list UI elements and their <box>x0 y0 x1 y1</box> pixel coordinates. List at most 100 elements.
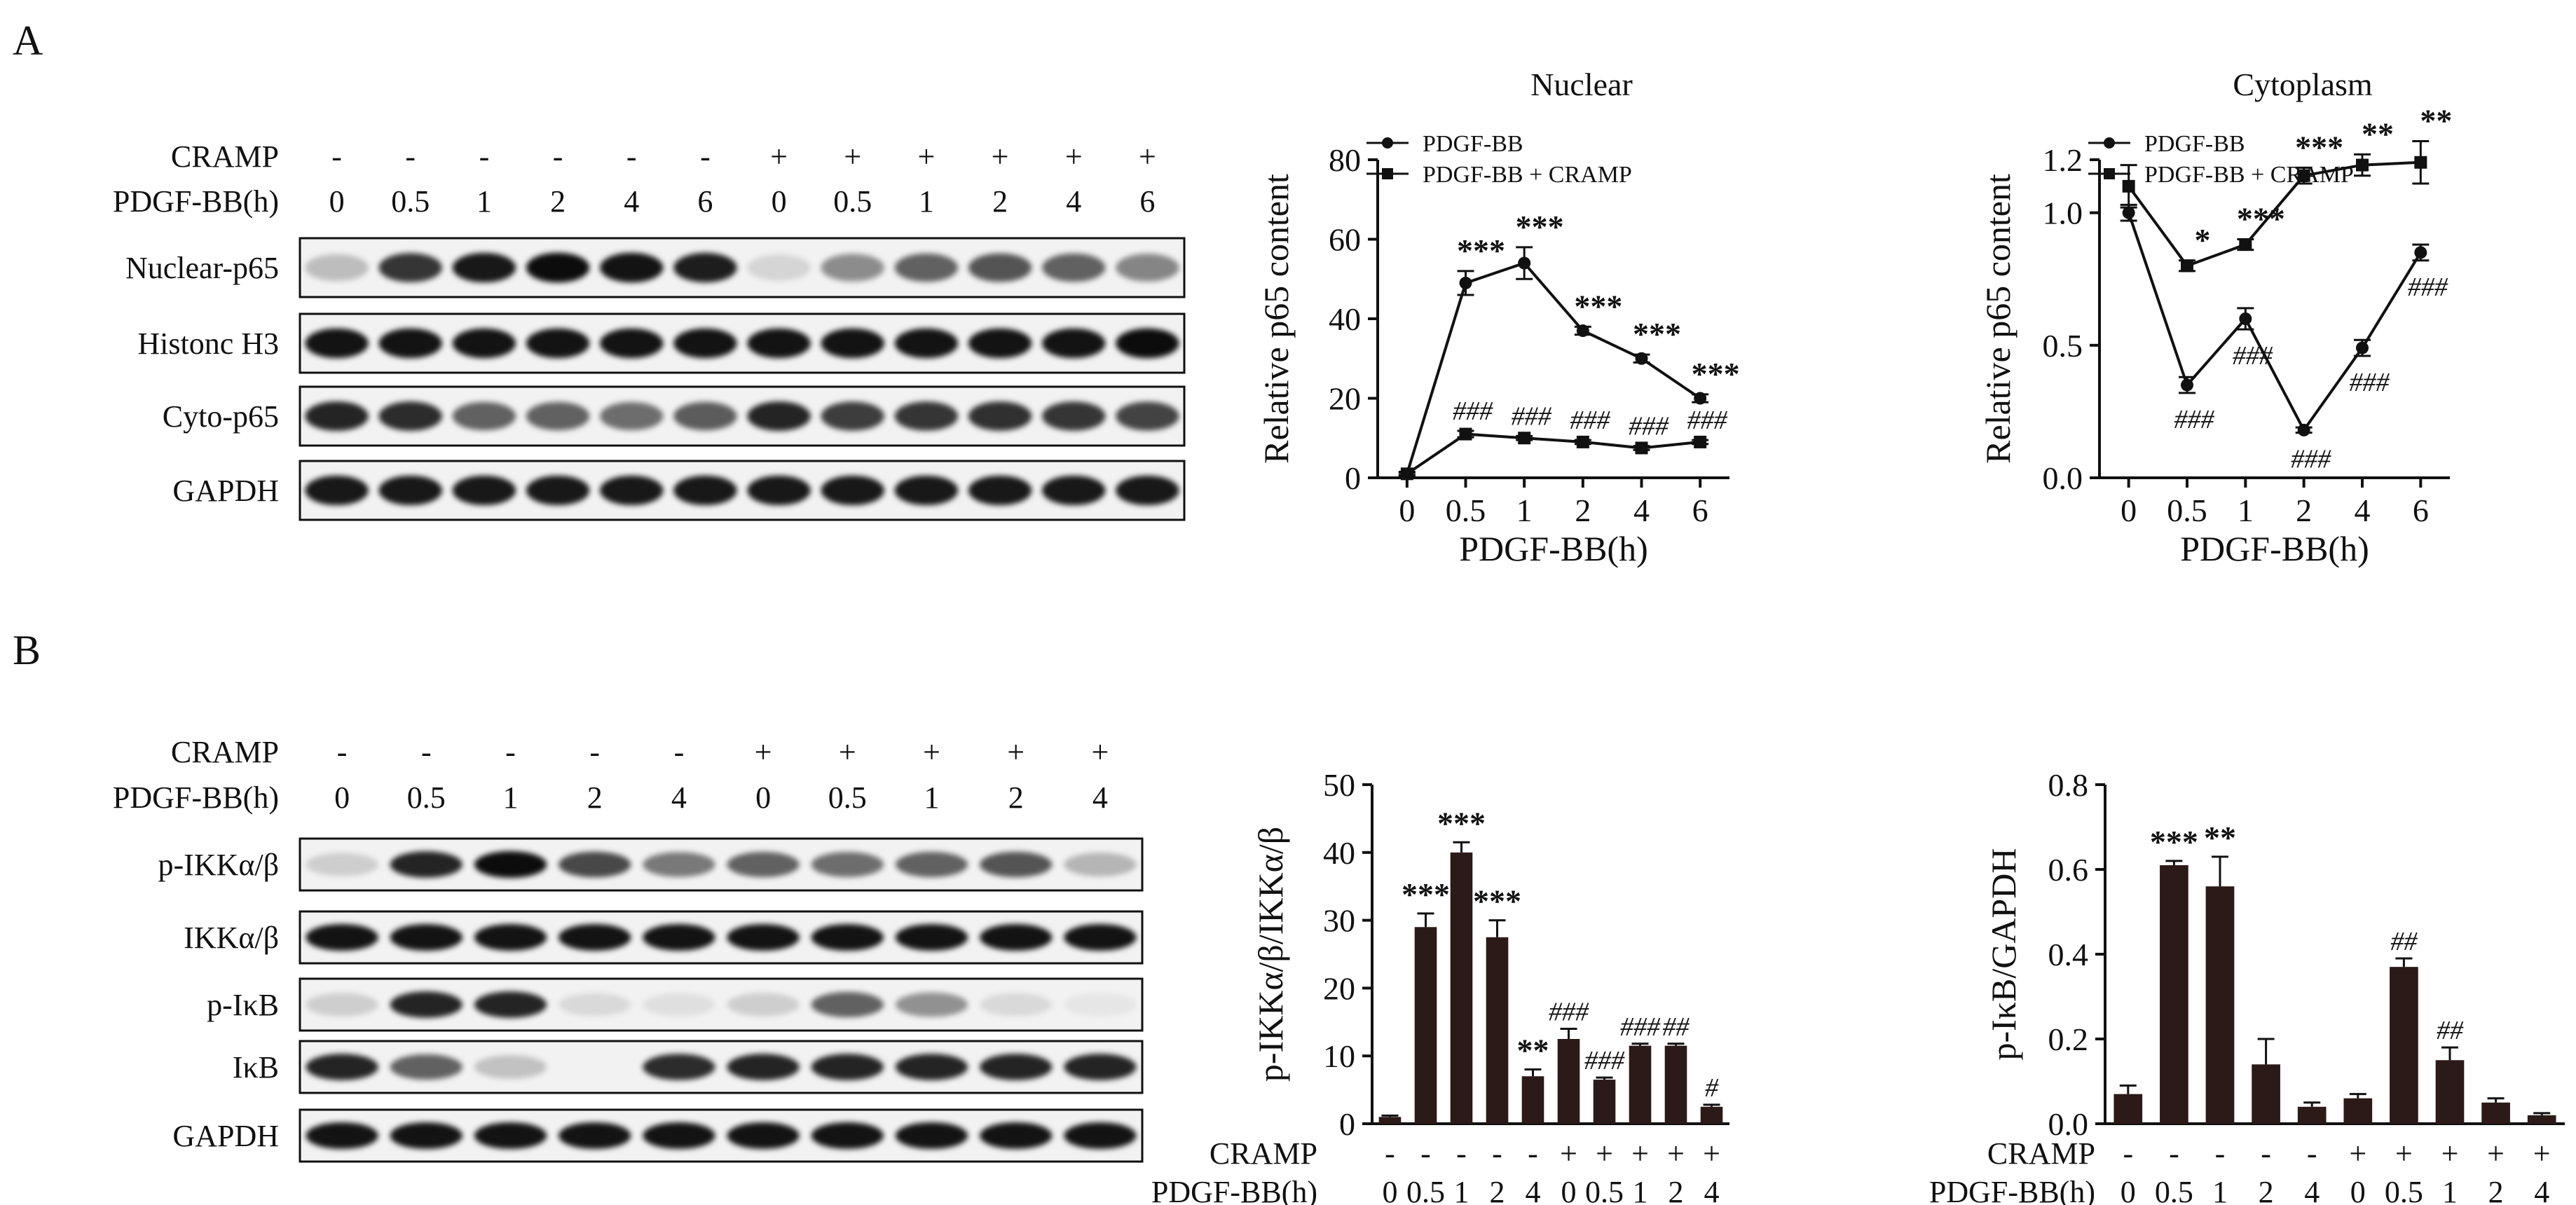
blot-time-tick: 4 <box>1066 184 1081 219</box>
blot-band <box>895 1122 968 1150</box>
data-point <box>1518 256 1531 270</box>
blot-band <box>559 993 631 1017</box>
blot-band <box>1116 401 1179 431</box>
blot-band <box>747 475 811 506</box>
data-point <box>2239 312 2252 325</box>
bar-cramp-label: CRAMP <box>1210 1136 1317 1171</box>
blot-band <box>821 475 884 506</box>
blot-band <box>306 993 378 1017</box>
blot-row-label: Cyto-p65 <box>163 399 279 434</box>
blot-time-label: PDGF-BB(h) <box>113 184 279 219</box>
blot-band <box>747 254 811 281</box>
bar-cramp-sign: - <box>2215 1136 2226 1171</box>
p-ikb-bar-chart: 0.0 0.2 0.4 0.6 0.8 p-IκB/GAPDH *** ** ## ## CRAMP… <box>1929 767 2565 1205</box>
blot-time-label: PDGF-BB(h) <box>113 780 279 815</box>
data-point <box>1459 276 1472 289</box>
blot-band <box>1042 328 1106 359</box>
blot-cramp-sign: + <box>770 139 788 174</box>
blot-band <box>1042 401 1106 431</box>
blot-membrane <box>299 460 1186 521</box>
blot-band <box>390 923 463 951</box>
data-point <box>1694 435 1707 448</box>
bar <box>1414 927 1437 1124</box>
y-tick-label: 80 <box>1329 142 1361 178</box>
significance-mark: ** <box>2362 116 2394 151</box>
blot-band <box>980 851 1053 878</box>
blot-band <box>894 328 959 359</box>
significance-mark: *** <box>1457 233 1505 268</box>
blot-band <box>643 993 715 1017</box>
blot-time-tick: 4 <box>671 780 687 815</box>
blot-time-tick: 1 <box>919 184 934 219</box>
bar <box>2113 1094 2143 1124</box>
bar-cramp-sign: - <box>1385 1136 1395 1171</box>
blot-band <box>452 328 516 359</box>
blot-band <box>821 328 884 359</box>
blot-band <box>474 1055 547 1079</box>
x-tick-label: 2 <box>2296 493 2312 528</box>
blot-band <box>305 475 369 506</box>
blot-time-tick: 0 <box>772 184 787 219</box>
data-point <box>2122 179 2135 193</box>
bar-cramp-sign: - <box>2123 1136 2133 1171</box>
bar-time-tick: 2 <box>2259 1175 2274 1205</box>
blot-membrane <box>299 385 1186 447</box>
bar <box>2205 886 2235 1124</box>
bar <box>1378 1117 1402 1124</box>
y-tick-label: 0.8 <box>2048 767 2089 803</box>
blot-row-label: GAPDH <box>172 1119 279 1153</box>
bar <box>1593 1080 1616 1124</box>
bar-time-tick: 1 <box>2212 1175 2228 1205</box>
blot-time-tick: 2 <box>992 184 1008 219</box>
significance-mark: ### <box>2408 273 2448 302</box>
x-tick-label: 0.5 <box>2167 493 2207 528</box>
blot-band <box>390 851 463 878</box>
data-point <box>2239 238 2252 252</box>
blot-band <box>968 401 1032 431</box>
y-tick-label: 0 <box>1345 460 1361 496</box>
blot-cramp-sign: + <box>755 735 772 769</box>
blot-band <box>821 401 884 431</box>
blot-time-tick: 1 <box>924 780 940 815</box>
significance-mark: *** <box>1516 209 1564 245</box>
blot-time-tick: 2 <box>550 184 566 219</box>
blot-row-label: IKKα/β <box>184 921 279 955</box>
y-tick-label: 10 <box>1323 1038 1355 1074</box>
data-point <box>1400 467 1413 481</box>
blot-row-label: p-IκB <box>207 988 279 1022</box>
significance-mark: ### <box>2174 405 2215 434</box>
significance-mark: *** <box>1473 883 1521 919</box>
bar-cramp-sign: - <box>2169 1136 2179 1171</box>
bar-cramp-sign: + <box>1631 1136 1649 1171</box>
significance-mark: ### <box>2350 368 2390 397</box>
y-axis-label: Relative p65 content <box>1256 174 1296 464</box>
blot-band <box>968 475 1032 506</box>
blot-membrane <box>299 237 1186 298</box>
significance-mark: *** <box>1402 876 1450 912</box>
blot-cramp-sign: - <box>331 139 342 174</box>
y-tick-label: 0.6 <box>2048 852 2089 888</box>
x-tick-label: 1 <box>2238 493 2254 528</box>
blot-cramp-sign: + <box>992 139 1009 174</box>
blot-band <box>673 401 737 431</box>
blot-band <box>526 252 590 283</box>
data-point <box>2414 246 2427 259</box>
blot-band <box>305 254 369 282</box>
blot-time-tick: 1 <box>503 780 519 815</box>
bar-time-tick: 0 <box>1383 1175 1398 1205</box>
blot-cramp-sign: - <box>505 735 516 769</box>
y-tick-label: 40 <box>1323 835 1355 871</box>
blot-band <box>559 923 631 951</box>
blot-time-tick: 4 <box>1092 780 1108 815</box>
blot-time-tick: 0.5 <box>391 184 430 219</box>
legend-label: PDGF-BB <box>1423 131 1523 157</box>
data-point <box>1576 435 1589 448</box>
blot-band <box>1042 475 1106 506</box>
y-axis-label: p-IKKα/β/IKKα/β <box>1251 827 1290 1082</box>
x-tick-label: 0 <box>2121 493 2137 528</box>
blot-band <box>559 1122 631 1150</box>
bar-cramp-sign: + <box>1667 1136 1685 1171</box>
significance-mark: *** <box>2150 824 2198 860</box>
blot-cramp-sign: + <box>1091 735 1109 769</box>
blot-band <box>727 1122 800 1150</box>
